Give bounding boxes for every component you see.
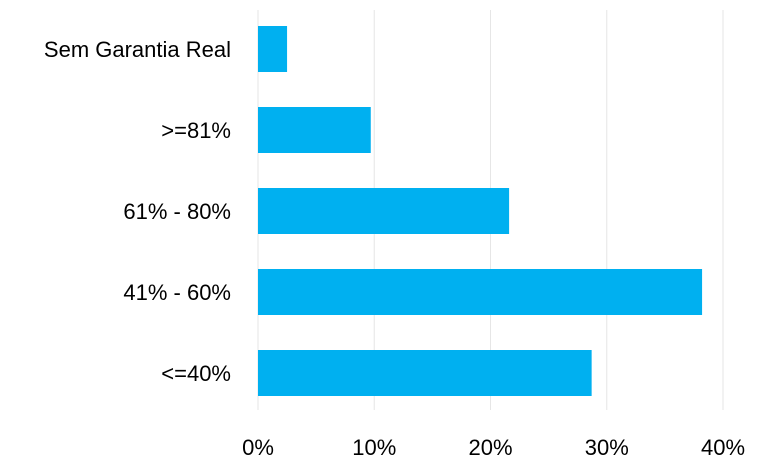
x-tick-label: 30%	[585, 435, 629, 460]
bar	[258, 107, 371, 153]
bar	[258, 26, 288, 72]
x-axis-tick-labels: 0% 10% 20% 30% 40%	[242, 435, 745, 460]
category-labels: Sem Garantia Real >=81% 61% - 80% 41% - 60%…	[44, 37, 231, 386]
bars	[258, 26, 703, 396]
x-tick-label: 10%	[352, 435, 396, 460]
bar	[258, 188, 510, 234]
x-tick-label: 0%	[242, 435, 274, 460]
category-label: >=81%	[161, 118, 231, 143]
x-tick-label: 20%	[468, 435, 512, 460]
bar	[258, 269, 703, 315]
bar	[258, 350, 592, 396]
category-label: Sem Garantia Real	[44, 37, 231, 62]
category-label: <=40%	[161, 361, 231, 386]
x-tick-label: 40%	[701, 435, 745, 460]
category-label: 41% - 60%	[123, 280, 231, 305]
category-label: 61% - 80%	[123, 199, 231, 224]
